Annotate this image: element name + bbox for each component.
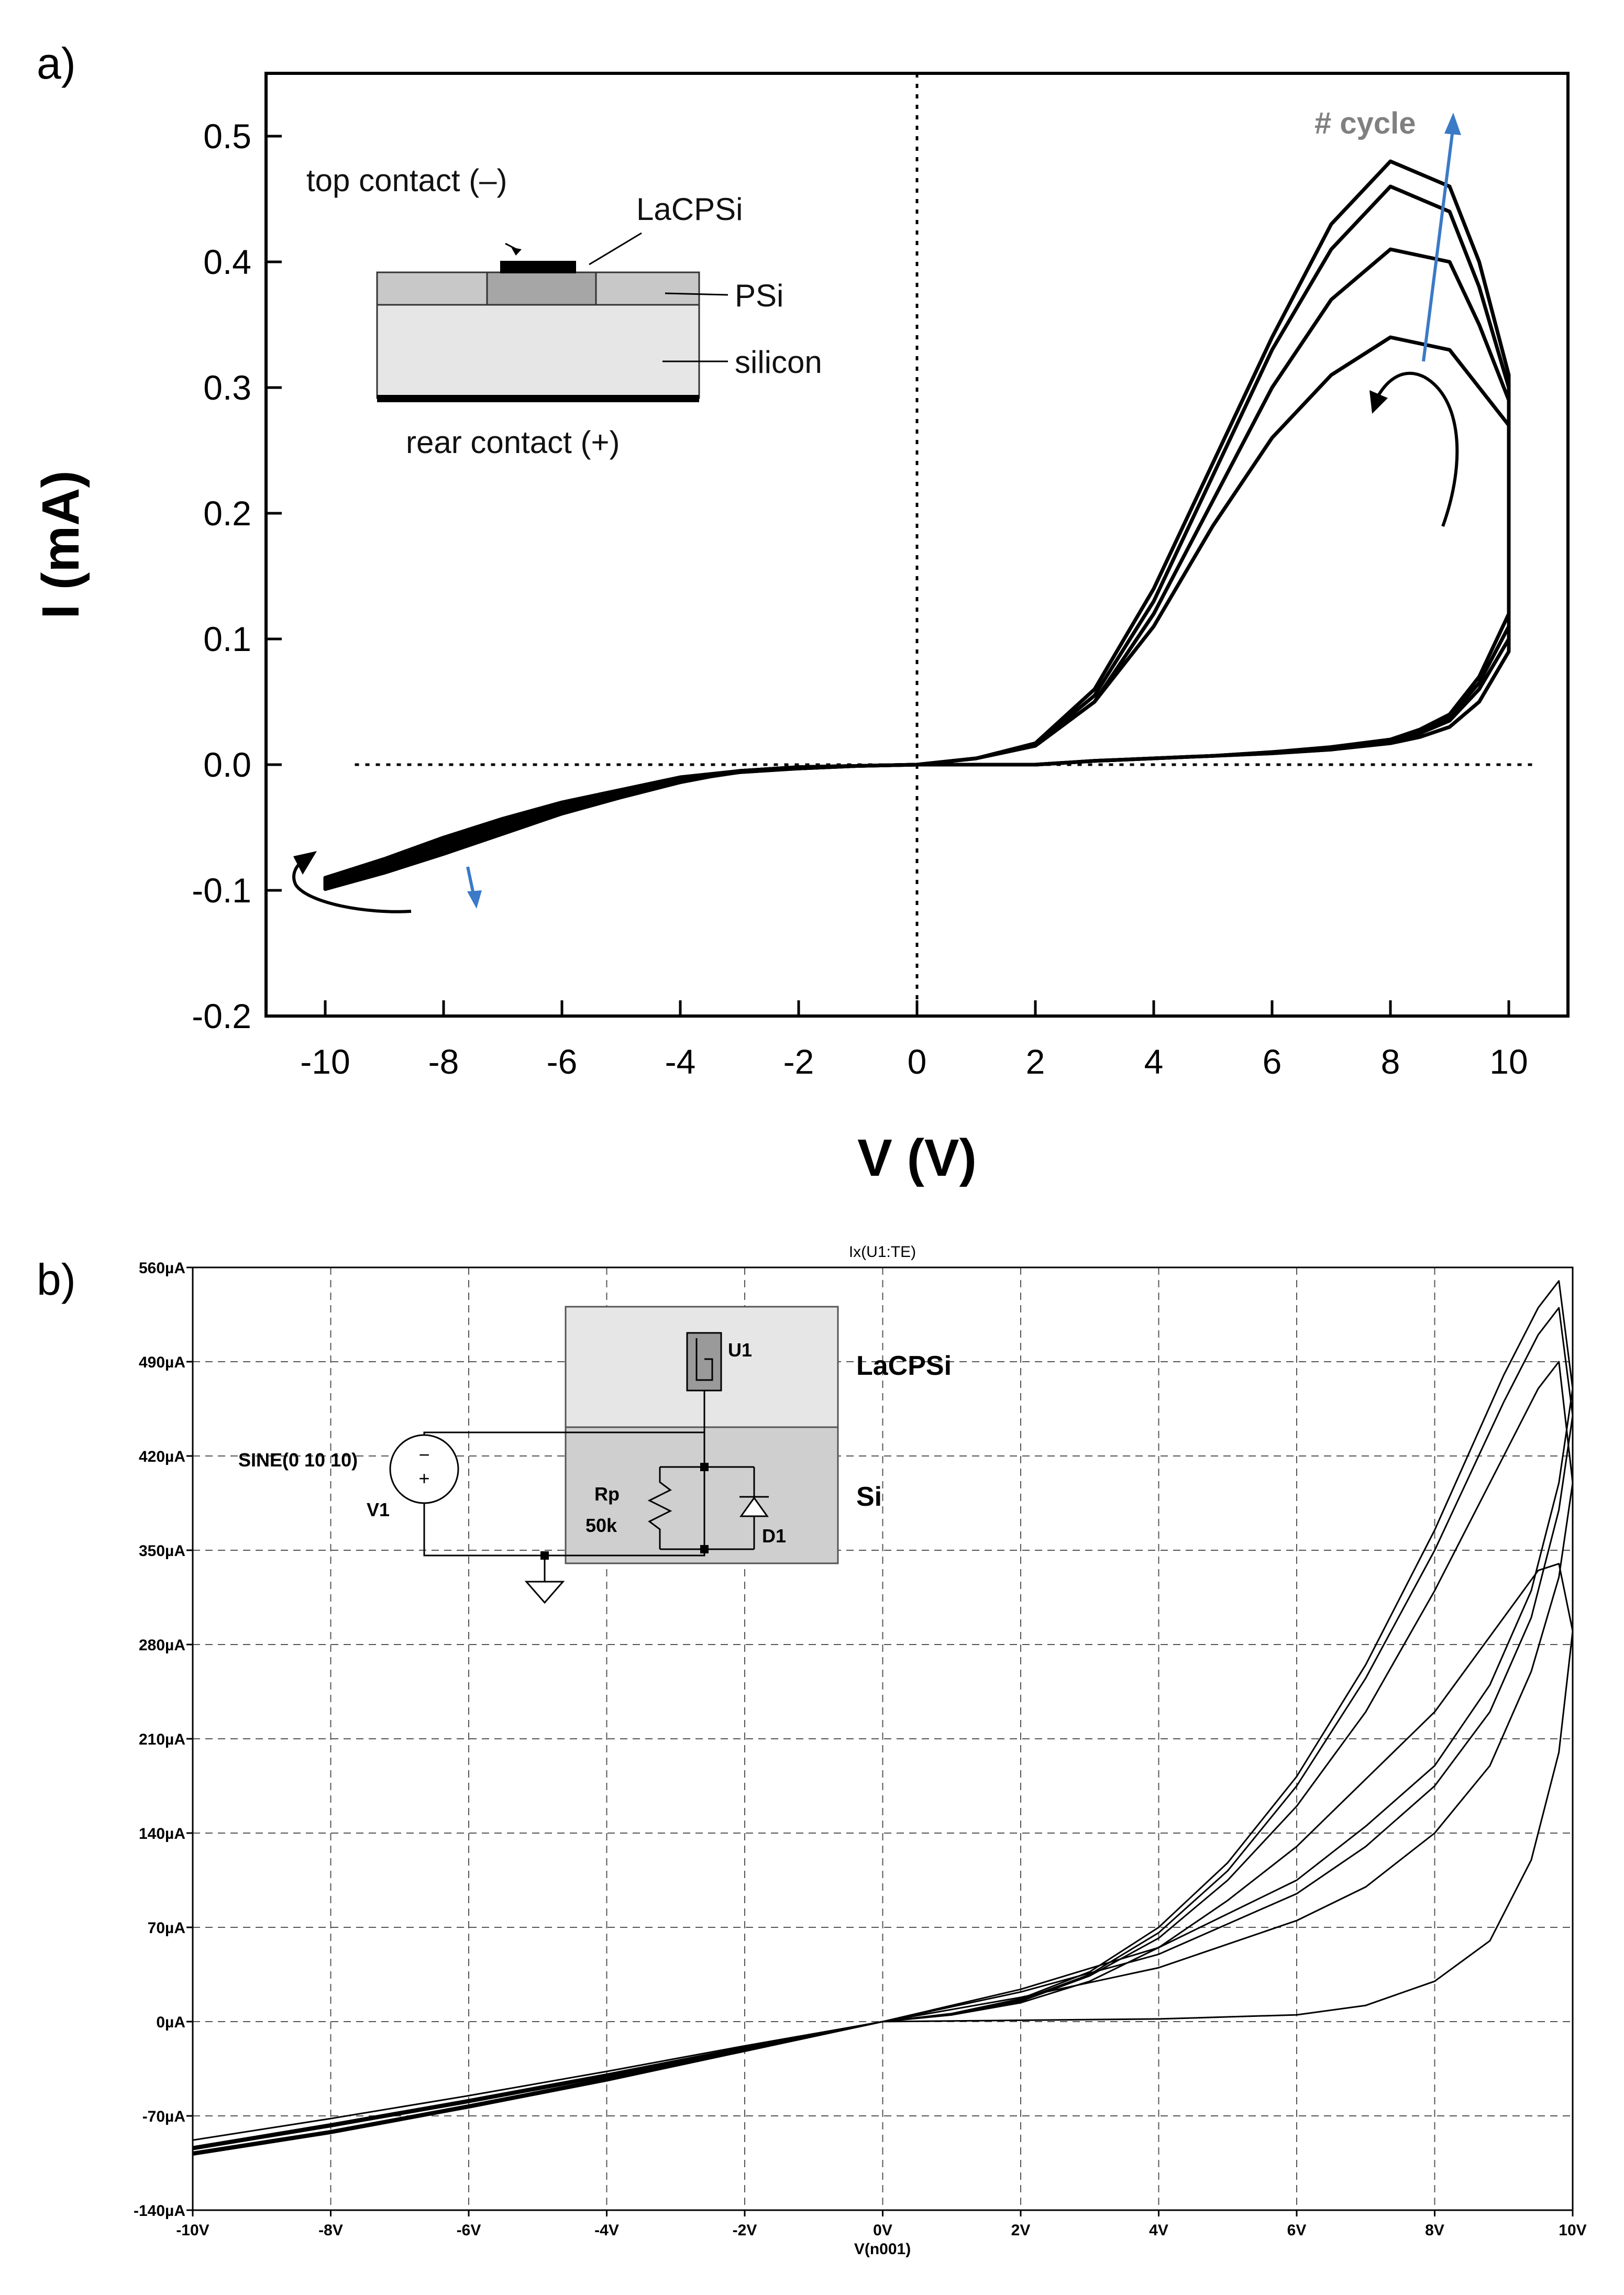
rear-contact-bar (377, 395, 699, 402)
ground-symbol (524, 1581, 565, 1604)
panel-b-x-tick-label: -8V (318, 2222, 343, 2239)
si-box (565, 1426, 839, 1564)
panel-b-y-tick-label: -70µA (142, 2108, 185, 2125)
panel-b-y-tick-label: 210µA (139, 1731, 185, 1748)
panel-b-x-tick-label: -6V (457, 2222, 481, 2239)
cycle-arrow-blue (1422, 125, 1455, 362)
panel-a-x-tick-label: 6 (1263, 1042, 1282, 1081)
rear-contact-label: rear contact (+) (406, 425, 620, 460)
panel-b-x-axis-label: V(n001) (854, 2241, 911, 2258)
panel-b-x-tick-label: 0V (873, 2222, 892, 2239)
top-contact-pad (500, 261, 576, 273)
panel-b-x-tick-label: -4V (594, 2222, 619, 2239)
lacpsi-layer-label: LaCPSi (856, 1351, 952, 1381)
panel-a-x-tick-label: -10 (300, 1042, 350, 1081)
sweep-direction-arrow-negative (292, 857, 412, 913)
panel-a-y-tick-label: 0.5 (203, 117, 251, 156)
panel-a-x-axis-label: V (V) (857, 1129, 977, 1187)
cycle-label: # cycle (1314, 106, 1416, 140)
panel-b-y-tick-label: 0µA (156, 2014, 185, 2031)
panel-a-x-tick-label: 8 (1381, 1042, 1400, 1081)
top-contact-label: top contact (–) (306, 163, 507, 198)
panel-a-y-tick-label: -0.1 (192, 871, 251, 910)
panel-a-x-tick-label: 2 (1026, 1042, 1045, 1081)
silicon-label: silicon (735, 345, 822, 380)
u1-glyph (695, 1338, 713, 1381)
panel-a-series-4 (323, 159, 1511, 891)
v1-label: V1 (367, 1499, 390, 1520)
panel-b-series-1 (192, 1563, 1574, 2148)
source-label: SINE(0 10 10) (238, 1449, 358, 1471)
panel-a-x-tick-label: 4 (1144, 1042, 1164, 1081)
panel-b-x-tick-label: -2V (733, 2222, 757, 2239)
panel-a-y-tick-label: 0.2 (203, 494, 251, 533)
panel-b-series-4 (192, 1280, 1574, 2156)
sweep-arrowhead-negative (293, 851, 317, 875)
rp-label: Rp (594, 1483, 620, 1505)
panel-b-y-tick-label: 420µA (139, 1448, 185, 1465)
panel-a-label: a) (37, 39, 76, 88)
panel-b-y-tick-label: -140µA (134, 2202, 185, 2220)
panel-b-x-tick-label: 10V (1559, 2222, 1586, 2239)
panel-a-y-tick-label: 0.3 (203, 368, 251, 407)
panel-b-plot: Ix(U1:TE) -10V -8V -6V -4V -2V 0V 2V 4V 6V 8V 10V -… (134, 1243, 1587, 2258)
panel-b-x-tick-label: 2V (1011, 2222, 1031, 2239)
psi-label: PSi (735, 278, 783, 313)
panel-b-y-tick-label: 70µA (148, 1919, 185, 1937)
si-layer-label: Si (856, 1482, 882, 1512)
panel-a-y-axis-label: I (mA) (31, 470, 90, 619)
panel-a-x-tick-label: 10 (1489, 1042, 1528, 1081)
lacpsi-region (486, 271, 597, 306)
sweep-arrowhead-positive (1369, 390, 1388, 414)
panel-a-x-tick-label: -2 (783, 1042, 814, 1081)
panel-b-y-tick-label: 280µA (139, 1637, 185, 1654)
panel-a-inset-device: top contact (–) LaCPSi PSi silicon rear … (306, 163, 822, 460)
panel-a-x-tick-label: -8 (428, 1042, 459, 1081)
panel-b-x-tick-label: 4V (1149, 2222, 1168, 2239)
panel-a-y-tick-label: 0.0 (203, 745, 251, 784)
panel-b-schematic: − + SINE(0 10 10) V1 U1 Rp 50k D1 LaCPSi… (238, 1306, 952, 1604)
d1-label: D1 (762, 1525, 786, 1547)
panel-b-y-tick-label: 490µA (139, 1354, 185, 1371)
rp-resistor-symbol (647, 1467, 672, 1549)
panel-b-x-tick-label: 6V (1287, 2222, 1307, 2239)
source-plus-sign: + (418, 1468, 429, 1489)
panel-b-y-tick-label: 350µA (139, 1542, 185, 1560)
panel-a-x-tick-label: -6 (547, 1042, 578, 1081)
d1-diode-symbol (739, 1496, 769, 1517)
source-minus-sign: − (418, 1444, 429, 1465)
panel-a-y-tick-label: 0.1 (203, 620, 251, 658)
panel-b-title: Ix(U1:TE) (849, 1243, 916, 1261)
lacpsi-label: LaCPSi (636, 192, 743, 227)
sweep-direction-arrow-positive (1377, 371, 1459, 527)
psi-pointer (665, 292, 728, 296)
u1-label: U1 (728, 1339, 752, 1361)
panel-b-y-tick-label: 560µA (139, 1260, 185, 1277)
lacpsi-pointer (589, 232, 642, 266)
ground-node (540, 1551, 549, 1560)
panel-a-x-tick-label: 0 (908, 1042, 927, 1081)
panel-b-label: b) (37, 1255, 76, 1304)
panel-a-x-tick-label: -4 (665, 1042, 696, 1081)
negative-cycle-arrowhead-blue (467, 890, 482, 909)
panel-a-y-tick-label: 0.4 (203, 242, 251, 281)
voltage-source-symbol (389, 1434, 459, 1504)
panel-a-y-tick-label: -0.2 (192, 997, 251, 1035)
top-contact-pointer-head (511, 247, 522, 256)
u1-component (686, 1332, 722, 1392)
panel-b-x-tick-label: -10V (176, 2222, 209, 2239)
panel-b-y-tick-label: 140µA (139, 1825, 185, 1842)
rp-value-label: 50k (585, 1515, 617, 1536)
panel-a-plot: -10 -8 -6 -4 -2 0 2 4 6 8 10 -0.2 -0.1 0.0 0.1 0.2 0.3 0.… (31, 72, 1570, 1187)
panel-b-x-tick-label: 8V (1425, 2222, 1444, 2239)
cycle-arrowhead-blue (1444, 113, 1461, 135)
